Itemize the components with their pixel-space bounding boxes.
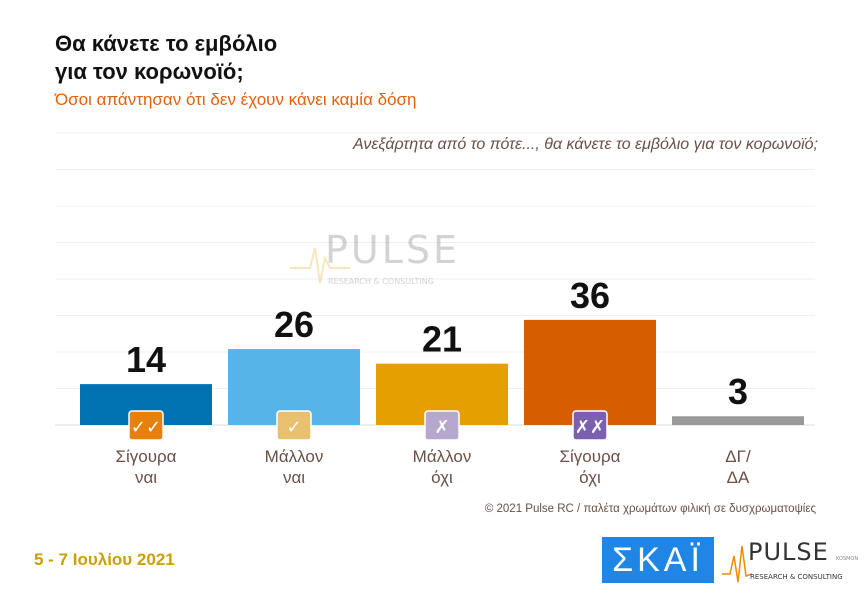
pulse-wordmark: PULSE — [748, 538, 829, 566]
category-label: ναι — [283, 468, 305, 487]
survey-date: 5 - 7 Ιουλίου 2021 — [34, 550, 175, 569]
category-label: Σίγουρα — [559, 447, 620, 466]
pulse-watermark: PULSE RESEARCH & CONSULTING — [290, 228, 500, 295]
category-label: ΔΑ — [727, 468, 750, 487]
pulse-tagline: RESEARCH & CONSULTING — [750, 573, 843, 581]
category-label: ναι — [135, 468, 157, 487]
category-label: όχι — [579, 468, 601, 487]
bar — [672, 416, 804, 425]
category-label: Μάλλον — [265, 447, 324, 466]
data-label: 26 — [274, 304, 314, 345]
pulse-tag: KOSMON — [836, 556, 858, 562]
data-label: 3 — [728, 371, 748, 412]
source-note: © 2021 Pulse RC / παλέτα χρωμάτων φιλική… — [484, 503, 816, 515]
double-cross-icon-glyph: ✗✗ — [575, 417, 605, 438]
watermark-tagline: RESEARCH & CONSULTING — [328, 277, 434, 286]
data-label: 14 — [126, 339, 166, 380]
cross-icon — [424, 410, 460, 441]
category-label: όχι — [431, 468, 453, 487]
watermark-wordmark: PULSE — [325, 228, 460, 272]
category-label: Σίγουρα — [115, 447, 176, 466]
double-cross-icon — [572, 410, 608, 441]
bar — [524, 319, 656, 425]
question-text: Ανεξάρτητα από το πότε..., θα κάνετε το … — [353, 136, 818, 153]
double-check-icon — [128, 410, 164, 441]
data-label: 21 — [422, 319, 462, 360]
category-label: ΔΓ/ — [725, 447, 751, 466]
cross-icon-glyph: ✗ — [434, 417, 449, 438]
category-label: Μάλλον — [413, 447, 472, 466]
check-icon-glyph: ✓ — [286, 417, 301, 438]
page-subtitle: Όσοι απάντησαν ότι δεν έχουν κάνει καμία… — [55, 90, 417, 109]
check-icon — [276, 410, 312, 441]
double-check-icon-glyph: ✓✓ — [131, 417, 161, 438]
data-label: 36 — [570, 275, 610, 316]
page-title: Θα κάνετε το εμβόλιο για τον κορωνοϊό; — [55, 31, 278, 84]
pulse-logo: PULSE KOSMON RESEARCH & CONSULTING — [722, 534, 862, 586]
skai-logo: ΣΚΑΪ — [602, 537, 714, 583]
